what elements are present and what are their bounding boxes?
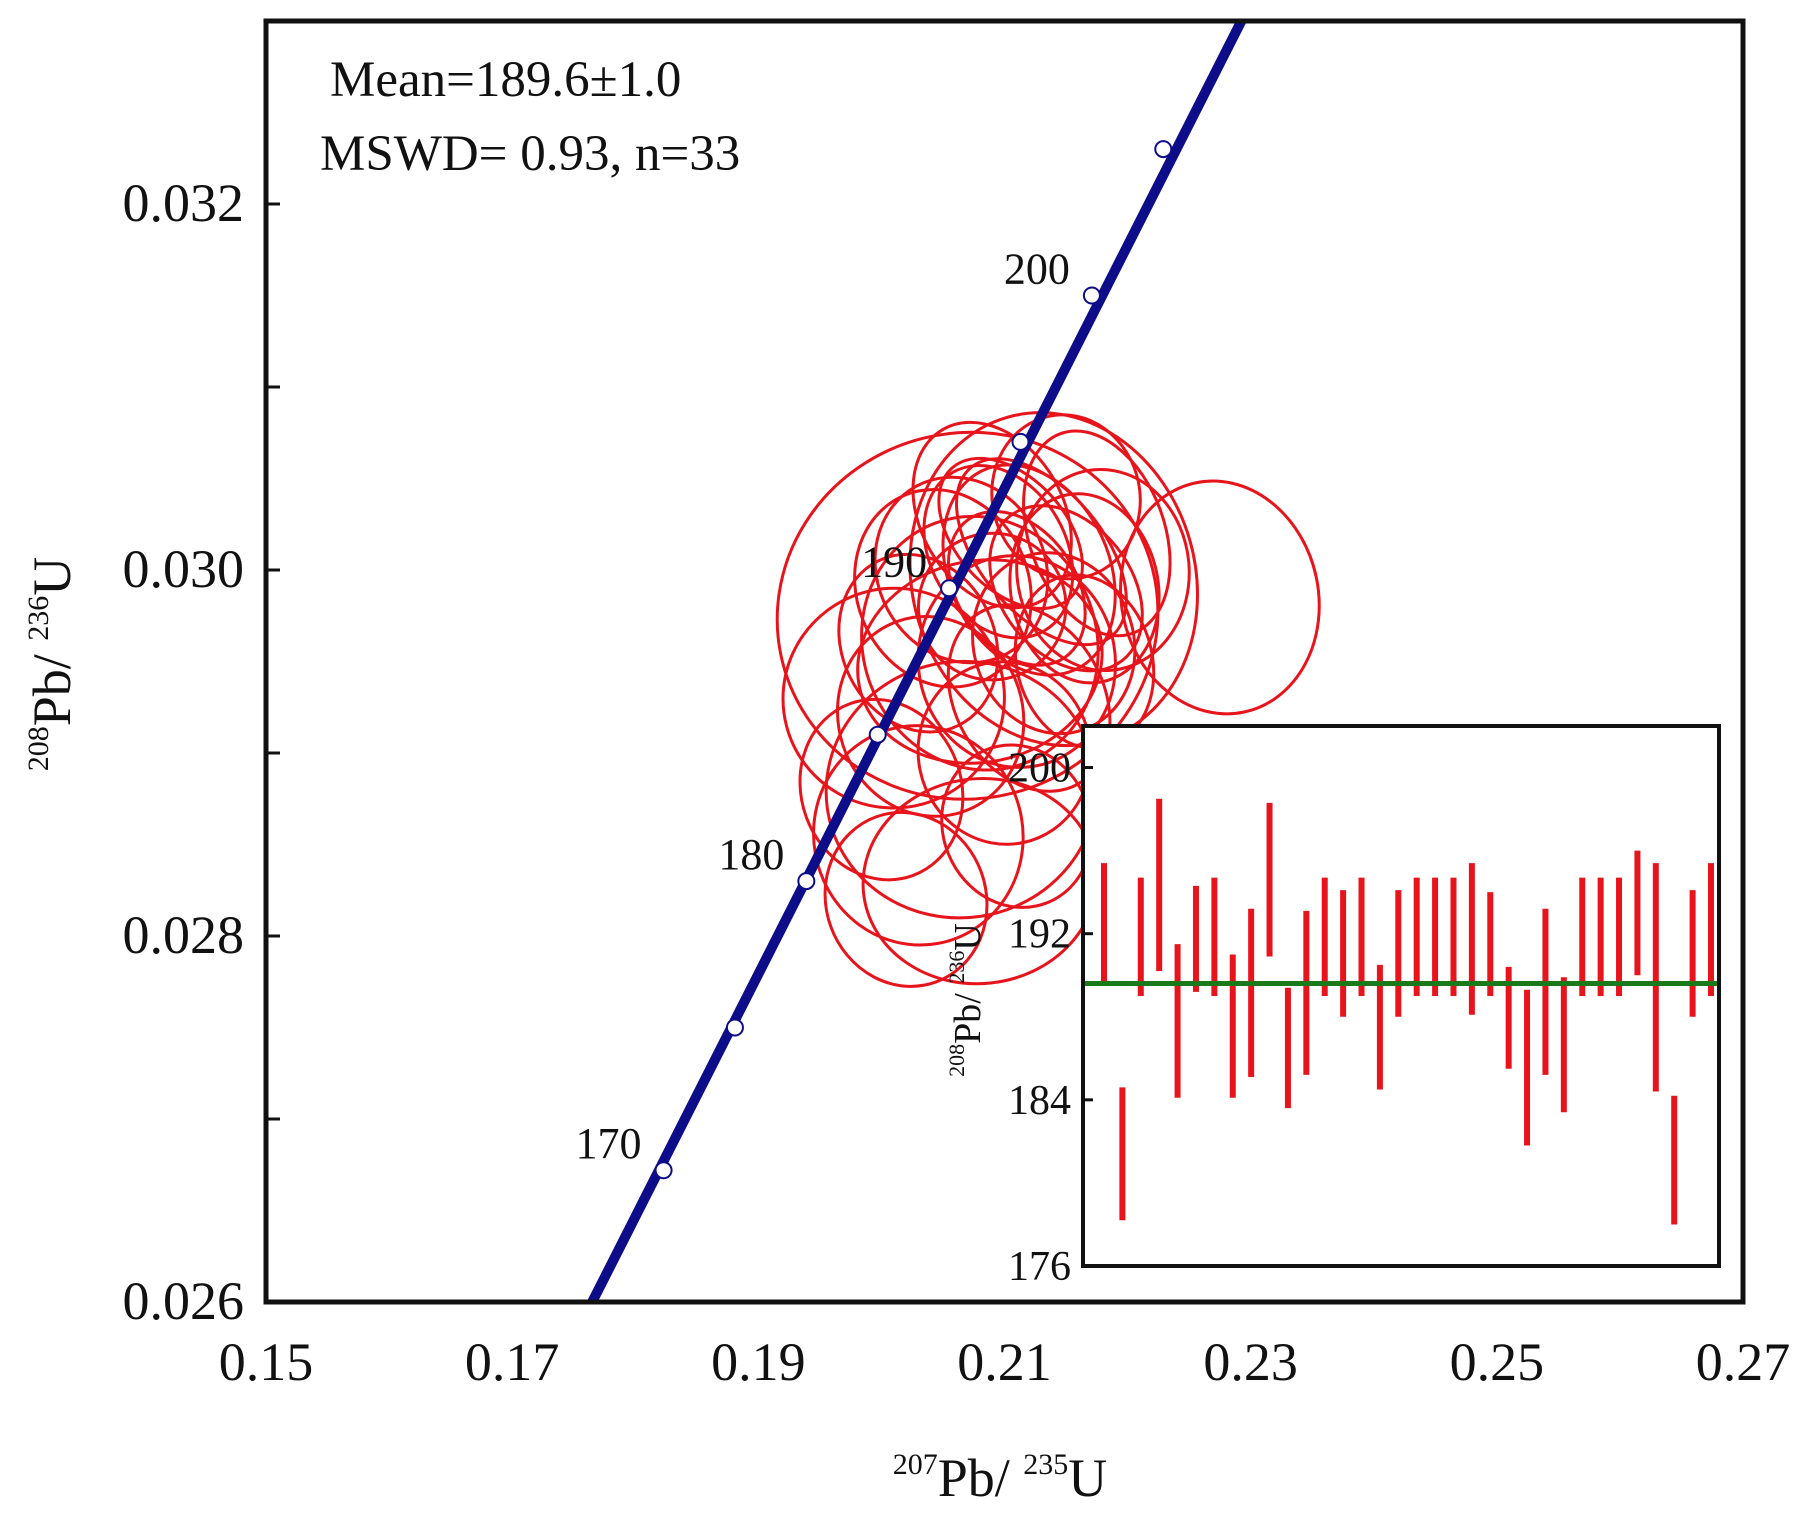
error-ellipse (1022, 429, 1172, 638)
x-tick-label: 0.19 (711, 1332, 806, 1392)
error-ellipse (860, 514, 1100, 772)
age-label: 190 (861, 537, 927, 586)
x-axis-label: 207Pb/ 235U (893, 1448, 1108, 1508)
y-axis-label: 208Pb/ 236U (22, 557, 82, 772)
error-ellipse (823, 810, 989, 988)
x-tick-label: 0.17 (465, 1332, 560, 1392)
inset-y-label-element2: U (947, 923, 989, 950)
error-ellipse (837, 552, 1000, 734)
inset-y-tick-label: 192 (1008, 912, 1071, 958)
x-tick-label: 0.21 (957, 1332, 1052, 1392)
y-tick-label: 0.032 (123, 173, 245, 233)
inset-y-label-mass1: 208 (944, 1044, 969, 1077)
concordia-curve (587, 21, 1247, 1302)
inset-frame (1081, 724, 1721, 1268)
inset-error-bars (1101, 798, 1714, 1225)
y-label-mass2: 236 (22, 596, 55, 641)
age-label: 170 (576, 1119, 642, 1168)
error-ellipse (873, 475, 1050, 665)
error-ellipse (798, 697, 965, 882)
mswd-annotation: MSWD= 0.93, n=33 (320, 126, 740, 182)
inset-y-tick-label: 176 (1008, 1244, 1071, 1290)
x-label-element2: U (1068, 1448, 1107, 1508)
age-labels: 170 180 190 200 (576, 245, 1070, 1169)
error-ellipse (856, 558, 1104, 765)
age-marker (1011, 432, 1030, 451)
tick-labels: 0.026 0.028 0.030 0.032 0.15 0.17 0.19 0.21 0.23… (123, 173, 1791, 1392)
x-tick-label: 0.23 (1203, 1332, 1298, 1392)
error-ellipse (775, 430, 1160, 801)
age-label: 200 (1004, 245, 1070, 294)
x-label-mass1: 207 (893, 1448, 938, 1481)
y-tick-label: 0.026 (123, 1271, 245, 1331)
age-marker (654, 1161, 673, 1180)
error-ellipse (916, 554, 1118, 769)
error-ellipse (1119, 479, 1321, 716)
age-marker (1154, 140, 1173, 159)
error-ellipse (988, 504, 1144, 673)
age-marker (797, 872, 816, 891)
error-ellipse (1015, 467, 1191, 673)
age-marker (868, 725, 887, 744)
x-tick-label: 0.27 (1696, 1332, 1791, 1392)
x-label-element1: Pb/ (938, 1448, 1024, 1508)
error-ellipse (911, 420, 1073, 610)
mean-annotation: Mean=189.6±1.0 (330, 52, 681, 108)
age-markers (654, 140, 1173, 1180)
inset-tick-labels: 176 184 192 200 (1008, 746, 1071, 1290)
inset-y-tick-label: 200 (1008, 746, 1071, 792)
y-label-element2: U (22, 557, 82, 596)
age-marker (725, 1018, 744, 1037)
age-label: 180 (718, 830, 784, 879)
inset-y-axis-label: 208Pb/ 236U (944, 923, 989, 1077)
error-ellipses (775, 411, 1321, 988)
inset-panel: 176 184 192 200 208Pb/ 236U (944, 724, 1721, 1290)
y-tick-label: 0.030 (123, 539, 245, 599)
inset-y-label-mass2: 236 (944, 951, 969, 984)
x-label-mass2: 235 (1023, 1448, 1068, 1481)
error-ellipse (946, 603, 1112, 793)
x-tick-label: 0.15 (219, 1332, 314, 1392)
plot-frame (263, 18, 1746, 1305)
y-label-element1: Pb/ (22, 641, 82, 727)
age-marker (1082, 286, 1101, 305)
error-ellipse (937, 456, 1084, 610)
y-label-mass1: 208 (22, 726, 55, 771)
inset-y-tick-label: 184 (1008, 1078, 1071, 1124)
error-ellipse (922, 464, 1075, 640)
y-tick-label: 0.028 (123, 905, 245, 965)
age-marker (940, 579, 959, 598)
x-tick-label: 0.25 (1450, 1332, 1545, 1392)
inset-y-label-element1: Pb/ (947, 984, 989, 1044)
